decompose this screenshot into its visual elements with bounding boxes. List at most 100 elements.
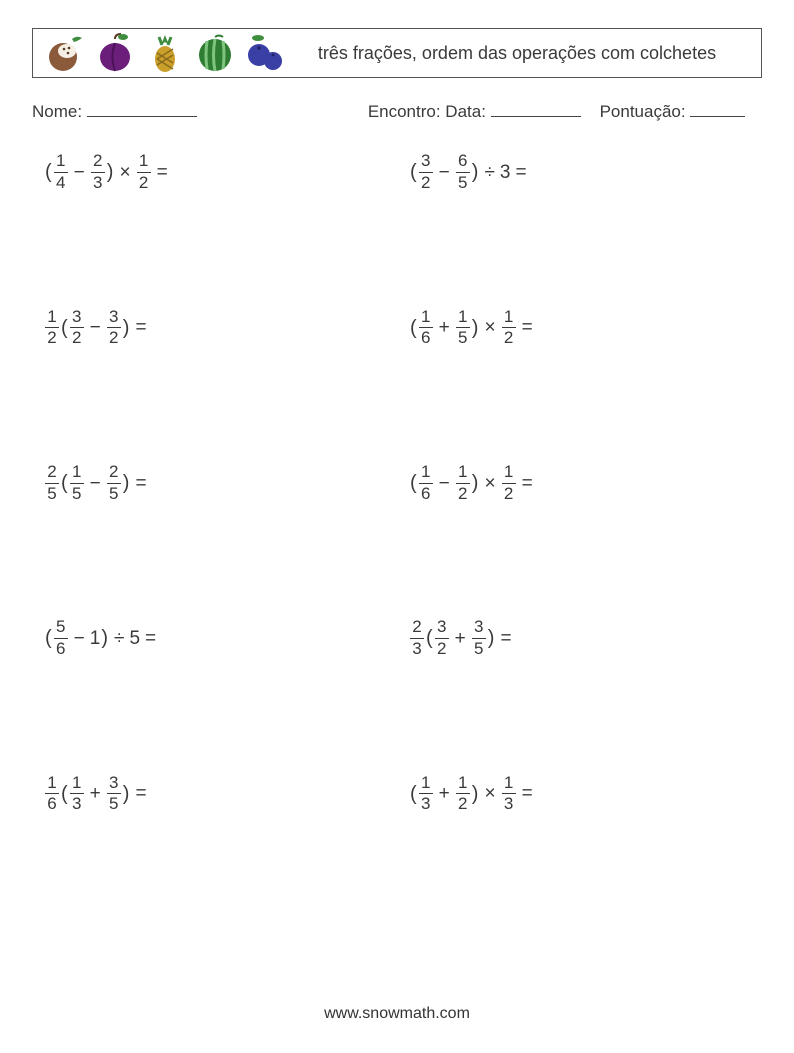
- paren: ): [122, 318, 131, 338]
- equals: =: [140, 629, 156, 648]
- operator: −: [69, 163, 90, 182]
- problem-9: 16(13+35)=: [44, 774, 385, 814]
- fraction: 16: [44, 774, 60, 814]
- fraction: 15: [455, 308, 471, 348]
- problem-3: 12(32−32)=: [44, 308, 385, 348]
- number: 3: [500, 163, 511, 182]
- fraction: 25: [44, 463, 60, 503]
- fraction: 65: [455, 152, 471, 192]
- equals: =: [130, 474, 146, 493]
- fraction: 16: [418, 308, 434, 348]
- fraction: 12: [44, 308, 60, 348]
- equals: =: [130, 318, 146, 337]
- paren: (: [409, 473, 418, 493]
- fraction: 56: [53, 618, 69, 658]
- fraction: 32: [69, 308, 85, 348]
- header-bar: três frações, ordem das operações com co…: [32, 28, 762, 78]
- operator: ×: [479, 784, 500, 803]
- number: 5: [129, 629, 140, 648]
- equals: =: [495, 629, 511, 648]
- paren: ): [100, 628, 109, 648]
- paren: (: [409, 318, 418, 338]
- equals: =: [152, 163, 168, 182]
- paren: (: [44, 162, 53, 182]
- number: 1: [90, 629, 101, 648]
- operator: ÷: [109, 629, 129, 648]
- fraction: 12: [501, 463, 517, 503]
- fraction: 12: [136, 152, 152, 192]
- blueberries-icon: [245, 33, 285, 73]
- paren: ): [471, 784, 480, 804]
- paren: ): [106, 162, 115, 182]
- paren: (: [60, 784, 69, 804]
- operator: ÷: [479, 163, 499, 182]
- problem-2: (32−65)÷3=: [409, 152, 750, 192]
- fraction: 23: [409, 618, 425, 658]
- operator: −: [85, 474, 106, 493]
- operator: −: [69, 629, 90, 648]
- problems-grid: (14−23)×12=(32−65)÷3=12(32−32)=(16+15)×1…: [32, 152, 762, 814]
- problem-4: (16+15)×12=: [409, 308, 750, 348]
- problem-10: (13+12)×13=: [409, 774, 750, 814]
- fraction: 35: [471, 618, 487, 658]
- problem-6: (16−12)×12=: [409, 463, 750, 503]
- watermelon-icon: [195, 33, 235, 73]
- name-label: Nome:: [32, 102, 82, 121]
- operator: +: [434, 318, 455, 337]
- score-blank: [690, 100, 745, 117]
- meta-row: Nome: Encontro: Data: Pontuação:: [32, 100, 762, 122]
- fraction: 12: [455, 463, 471, 503]
- equals: =: [517, 318, 533, 337]
- fraction: 13: [69, 774, 85, 814]
- equals: =: [517, 474, 533, 493]
- name-blank: [87, 100, 197, 117]
- fraction: 25: [106, 463, 122, 503]
- operator: ×: [479, 474, 500, 493]
- fraction: 32: [106, 308, 122, 348]
- equals: =: [130, 784, 146, 803]
- problem-7: (56−1)÷5=: [44, 618, 385, 658]
- problem-1: (14−23)×12=: [44, 152, 385, 192]
- operator: ×: [479, 318, 500, 337]
- paren: ): [471, 318, 480, 338]
- date-label: Encontro: Data:: [368, 102, 486, 121]
- footer-url: www.snowmath.com: [0, 1005, 794, 1023]
- fraction: 14: [53, 152, 69, 192]
- fraction: 15: [69, 463, 85, 503]
- equals: =: [517, 784, 533, 803]
- operator: +: [434, 784, 455, 803]
- fraction: 13: [418, 774, 434, 814]
- fraction: 32: [434, 618, 450, 658]
- problem-5: 25(15−25)=: [44, 463, 385, 503]
- fruit-row: [45, 33, 285, 73]
- paren: (: [60, 318, 69, 338]
- worksheet-title: três frações, ordem das operações com co…: [285, 42, 749, 65]
- equals: =: [510, 163, 526, 182]
- operator: +: [85, 784, 106, 803]
- fraction: 23: [90, 152, 106, 192]
- coconut-icon: [45, 33, 85, 73]
- operator: −: [85, 318, 106, 337]
- score-label: Pontuação:: [600, 102, 686, 121]
- operator: −: [434, 474, 455, 493]
- pineapple-icon: [145, 33, 185, 73]
- fraction: 16: [418, 463, 434, 503]
- plum-icon: [95, 33, 135, 73]
- fraction: 32: [418, 152, 434, 192]
- paren: ): [122, 784, 131, 804]
- problem-8: 23(32+35)=: [409, 618, 750, 658]
- operator: −: [434, 163, 455, 182]
- paren: ): [471, 162, 480, 182]
- fraction: 35: [106, 774, 122, 814]
- paren: ): [487, 628, 496, 648]
- operator: +: [450, 629, 471, 648]
- paren: ): [471, 473, 480, 493]
- fraction: 12: [455, 774, 471, 814]
- paren: ): [122, 473, 131, 493]
- fraction: 12: [501, 308, 517, 348]
- paren: (: [425, 628, 434, 648]
- date-blank: [491, 100, 581, 117]
- operator: ×: [114, 163, 135, 182]
- paren: (: [409, 162, 418, 182]
- fraction: 13: [501, 774, 517, 814]
